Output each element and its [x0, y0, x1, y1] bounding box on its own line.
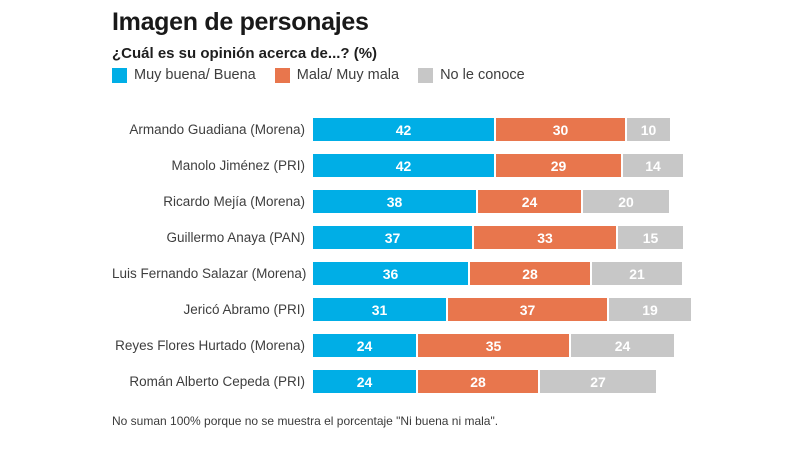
- bar-segment: 21: [592, 262, 682, 285]
- bar-area: 38 24 20: [313, 190, 669, 213]
- row-label: Guillermo Anaya (PAN): [166, 230, 305, 245]
- bar-segment: 10: [627, 118, 670, 141]
- bar-segment: 30: [496, 118, 625, 141]
- row-label: Luis Fernando Salazar (Morena): [112, 266, 307, 281]
- bar-value: 31: [371, 301, 388, 318]
- row-label: Román Alberto Cepeda (PRI): [129, 374, 305, 389]
- bar-segment: 37: [448, 298, 607, 321]
- bar-value: 24: [356, 337, 373, 354]
- legend-swatch-icon: [112, 67, 127, 83]
- legend-item: No le conoce: [418, 67, 525, 83]
- bar-area: 37 33 15: [313, 226, 683, 249]
- chart-row: Román Alberto Cepeda (PRI) 24 28 27: [112, 370, 691, 393]
- bar-segment: 24: [571, 334, 674, 357]
- bar-value: 24: [356, 373, 373, 390]
- bar-segment: 14: [623, 154, 683, 177]
- bar-value: 30: [552, 121, 569, 138]
- row-label: Manolo Jiménez (PRI): [171, 158, 305, 173]
- bar-segment: 33: [474, 226, 616, 249]
- bar-value: 15: [642, 229, 659, 246]
- bar-value: 28: [522, 265, 538, 282]
- legend-label: Mala/ Muy mala: [296, 67, 400, 83]
- legend: Muy buena/ Buena Mala/ Muy mala No le cono…: [112, 67, 525, 83]
- bar-value: 37: [384, 229, 401, 246]
- row-label: Armando Guadiana (Morena): [129, 122, 305, 137]
- chart-row: Ricardo Mejía (Morena) 38 24 20: [112, 190, 691, 213]
- bar-segment: 42: [313, 154, 494, 177]
- legend-item: Muy buena/ Buena: [112, 67, 256, 83]
- bar-value: 14: [645, 157, 661, 174]
- bar-area: 24 35 24: [313, 334, 674, 357]
- bar-value: 35: [485, 337, 502, 354]
- chart-rows: Armando Guadiana (Morena) 42 30 10 Manolo Ji…: [112, 118, 691, 406]
- legend-swatch-icon: [274, 67, 290, 83]
- bar-value: 20: [618, 193, 634, 210]
- footnote: No suman 100% porque no se muestra el po…: [112, 414, 499, 428]
- bar-segment: 27: [540, 370, 656, 393]
- bar-value: 42: [395, 121, 412, 138]
- bar-value: 28: [470, 373, 486, 390]
- row-label: Jericó Abramo (PRI): [183, 302, 305, 317]
- bar-segment: 19: [609, 298, 691, 321]
- bar-segment: 20: [583, 190, 669, 213]
- bar-segment: 24: [313, 334, 416, 357]
- page-title: Imagen de personajes: [112, 8, 369, 36]
- bar-segment: 29: [496, 154, 621, 177]
- bar-area: 36 28 21: [313, 262, 682, 285]
- bar-value: 27: [590, 373, 606, 390]
- bar-segment: 28: [418, 370, 538, 393]
- chart-row: Luis Fernando Salazar (Morena) 36 28 21: [112, 262, 691, 285]
- bar-value: 38: [386, 193, 403, 210]
- bar-value: 36: [382, 265, 399, 282]
- bar-value: 33: [537, 229, 553, 246]
- bar-value: 24: [521, 193, 538, 210]
- bar-segment: 31: [313, 298, 446, 321]
- bar-value: 21: [629, 265, 645, 282]
- bar-segment: 35: [418, 334, 569, 357]
- chart-row: Manolo Jiménez (PRI) 42 29 14: [112, 154, 691, 177]
- bar-segment: 24: [478, 190, 581, 213]
- row-label: Ricardo Mejía (Morena): [163, 194, 305, 209]
- bar-segment: 24: [313, 370, 416, 393]
- chart-row: Guillermo Anaya (PAN) 37 33 15: [112, 226, 691, 249]
- bar-segment: 38: [313, 190, 476, 213]
- bar-segment: 28: [470, 262, 590, 285]
- legend-label: No le conoce: [440, 67, 525, 83]
- legend-swatch-icon: [418, 67, 434, 83]
- bar-area: 31 37 19: [313, 298, 691, 321]
- row-label: Reyes Flores Hurtado (Morena): [115, 338, 305, 353]
- bar-area: 24 28 27: [313, 370, 656, 393]
- bar-segment: 37: [313, 226, 472, 249]
- bar-segment: 15: [618, 226, 683, 249]
- bar-value: 24: [614, 337, 631, 354]
- bar-value: 29: [550, 157, 567, 174]
- bar-value: 19: [642, 301, 658, 318]
- bar-value: 10: [640, 121, 657, 138]
- chart-row: Jericó Abramo (PRI) 31 37 19: [112, 298, 691, 321]
- bar-value: 42: [395, 157, 412, 174]
- chart-row: Reyes Flores Hurtado (Morena) 24 35 24: [112, 334, 691, 357]
- bar-segment: 36: [313, 262, 468, 285]
- chart-row: Armando Guadiana (Morena) 42 30 10: [112, 118, 691, 141]
- legend-label: Muy buena/ Buena: [134, 67, 256, 83]
- legend-item: Mala/ Muy mala: [274, 67, 400, 83]
- bar-value: 37: [519, 301, 536, 318]
- bar-area: 42 30 10: [313, 118, 670, 141]
- chart-subtitle: ¿Cuál es su opinión acerca de...? (%): [112, 45, 378, 62]
- bar-segment: 42: [313, 118, 494, 141]
- bar-area: 42 29 14: [313, 154, 683, 177]
